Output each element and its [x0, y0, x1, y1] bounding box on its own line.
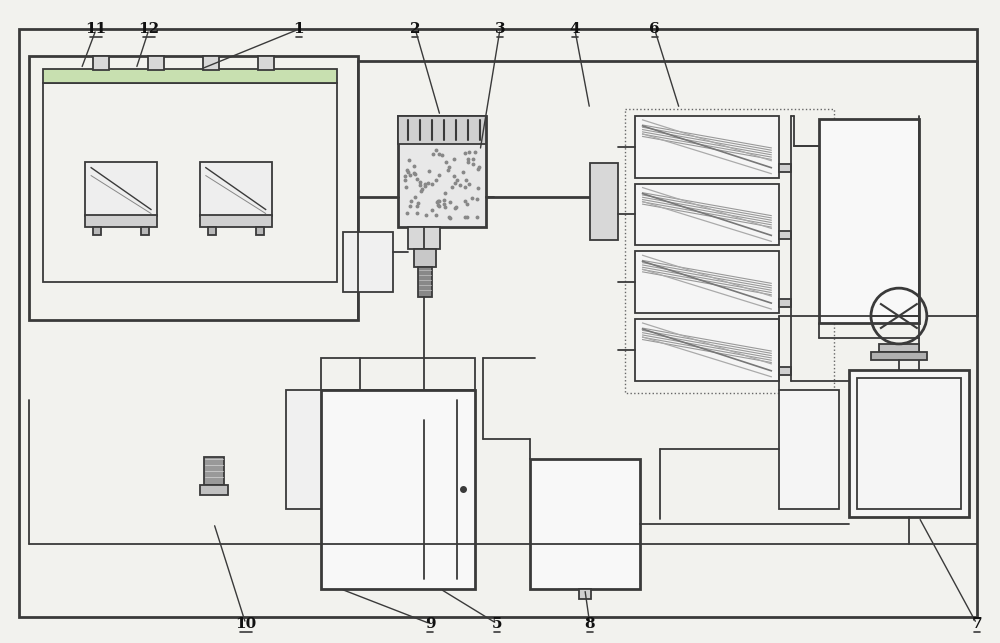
- Text: 2: 2: [410, 23, 420, 36]
- Bar: [635, 116, 779, 177]
- Bar: [148, 56, 164, 70]
- Bar: [635, 319, 779, 381]
- Bar: [200, 161, 272, 217]
- Bar: [779, 299, 791, 307]
- Bar: [879, 344, 919, 352]
- Text: 10: 10: [235, 617, 256, 631]
- Bar: [779, 164, 791, 172]
- Bar: [200, 215, 272, 228]
- Bar: [93, 228, 101, 235]
- Bar: [857, 377, 961, 509]
- Bar: [286, 390, 320, 509]
- Bar: [320, 358, 475, 390]
- Bar: [398, 116, 486, 144]
- Bar: [579, 589, 591, 599]
- Text: 8: 8: [584, 617, 595, 631]
- Bar: [29, 56, 358, 320]
- Text: 1: 1: [293, 23, 304, 36]
- Text: 12: 12: [138, 23, 160, 36]
- Text: 9: 9: [425, 617, 436, 631]
- Bar: [779, 367, 791, 375]
- Bar: [85, 161, 157, 217]
- Bar: [141, 228, 149, 235]
- Text: 3: 3: [495, 23, 505, 36]
- Bar: [418, 267, 432, 297]
- Bar: [204, 457, 224, 485]
- Bar: [256, 228, 264, 235]
- Bar: [590, 163, 618, 240]
- Bar: [343, 232, 393, 292]
- Text: 6: 6: [649, 23, 660, 36]
- Text: 4: 4: [569, 23, 580, 36]
- Bar: [320, 390, 475, 589]
- Bar: [779, 390, 839, 509]
- Bar: [779, 231, 791, 239]
- Text: 7: 7: [971, 617, 982, 631]
- Bar: [849, 370, 969, 517]
- Bar: [398, 116, 486, 228]
- Bar: [635, 251, 779, 313]
- Bar: [408, 228, 440, 249]
- Text: 5: 5: [492, 617, 502, 631]
- Bar: [414, 249, 436, 267]
- Bar: [819, 119, 919, 323]
- Bar: [200, 485, 228, 495]
- Bar: [635, 184, 779, 246]
- Bar: [530, 459, 640, 589]
- Bar: [258, 56, 274, 70]
- Bar: [208, 228, 216, 235]
- Text: 11: 11: [86, 23, 107, 36]
- Bar: [203, 56, 219, 70]
- Bar: [625, 109, 834, 393]
- Bar: [43, 83, 337, 282]
- Bar: [871, 352, 927, 360]
- Bar: [85, 215, 157, 228]
- Bar: [43, 69, 337, 83]
- Bar: [93, 56, 109, 70]
